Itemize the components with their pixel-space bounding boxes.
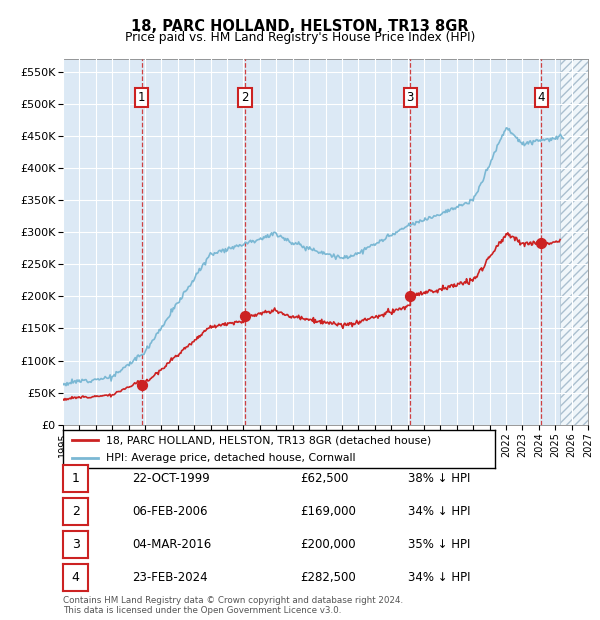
Text: 18, PARC HOLLAND, HELSTON, TR13 8GR: 18, PARC HOLLAND, HELSTON, TR13 8GR — [131, 19, 469, 34]
Text: £200,000: £200,000 — [300, 538, 356, 551]
Bar — [560, 59, 588, 425]
Text: £169,000: £169,000 — [300, 505, 356, 518]
Text: 3: 3 — [71, 538, 80, 551]
Text: 38% ↓ HPI: 38% ↓ HPI — [408, 472, 470, 485]
Text: Price paid vs. HM Land Registry's House Price Index (HPI): Price paid vs. HM Land Registry's House … — [125, 31, 475, 44]
Text: 1: 1 — [71, 472, 80, 485]
Text: 04-MAR-2016: 04-MAR-2016 — [132, 538, 211, 551]
Bar — [560, 59, 588, 425]
Point — [137, 379, 146, 389]
Text: 34% ↓ HPI: 34% ↓ HPI — [408, 571, 470, 583]
Text: 4: 4 — [71, 571, 80, 583]
Text: £62,500: £62,500 — [300, 472, 349, 485]
Text: Contains HM Land Registry data © Crown copyright and database right 2024.
This d: Contains HM Land Registry data © Crown c… — [63, 596, 403, 615]
Text: £282,500: £282,500 — [300, 571, 356, 583]
Text: 2: 2 — [71, 505, 80, 518]
Text: 3: 3 — [407, 91, 414, 104]
Text: HPI: Average price, detached house, Cornwall: HPI: Average price, detached house, Corn… — [106, 453, 356, 464]
Text: 1: 1 — [138, 91, 146, 104]
Text: 23-FEB-2024: 23-FEB-2024 — [132, 571, 208, 583]
Point — [536, 239, 546, 249]
Text: 2: 2 — [241, 91, 249, 104]
Text: 34% ↓ HPI: 34% ↓ HPI — [408, 505, 470, 518]
Point — [241, 311, 250, 321]
Text: 18, PARC HOLLAND, HELSTON, TR13 8GR (detached house): 18, PARC HOLLAND, HELSTON, TR13 8GR (det… — [106, 435, 431, 445]
Text: 06-FEB-2006: 06-FEB-2006 — [132, 505, 208, 518]
Text: 22-OCT-1999: 22-OCT-1999 — [132, 472, 210, 485]
Text: 4: 4 — [538, 91, 545, 104]
Text: 35% ↓ HPI: 35% ↓ HPI — [408, 538, 470, 551]
Point — [406, 291, 415, 301]
